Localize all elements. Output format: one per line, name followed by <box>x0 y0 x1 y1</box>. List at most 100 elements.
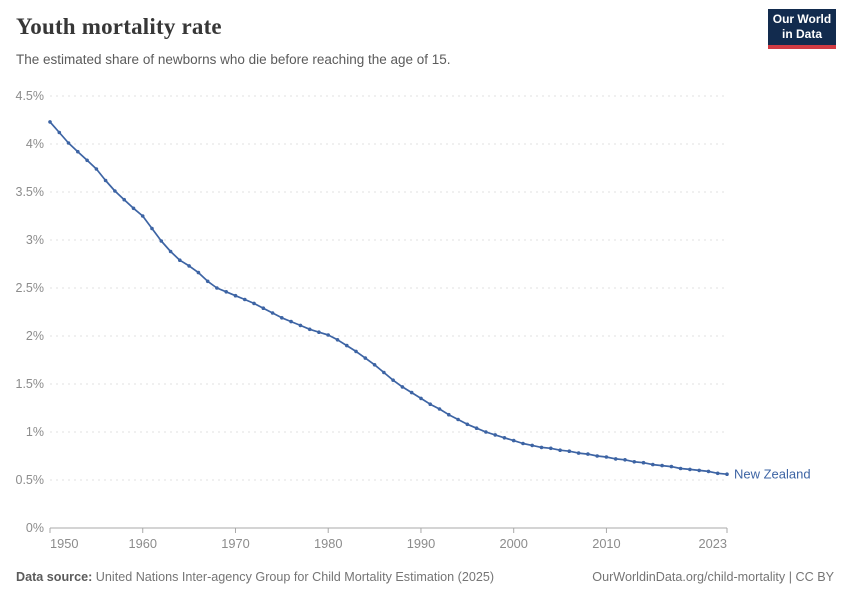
line-chart[interactable]: 0% 0.5% 1% 1.5% 2% 2.5% 3% 3.5% 4% 4.5% 1950 1960 19… <box>0 82 850 560</box>
data-line <box>49 121 728 476</box>
data-point <box>493 433 498 437</box>
data-point <box>178 258 182 262</box>
data-point <box>697 468 701 473</box>
data-point <box>725 472 729 477</box>
data-point <box>159 239 164 243</box>
data-source-label: Data source: <box>16 570 93 584</box>
data-point <box>669 464 674 469</box>
data-point <box>354 349 358 354</box>
data-point <box>409 390 414 395</box>
page-title: Youth mortality rate <box>16 14 222 39</box>
x-tick-label: 2023 <box>699 536 727 551</box>
data-point <box>437 407 442 411</box>
chart-footer: Data source: United Nations Inter-agency… <box>0 566 850 590</box>
y-tick-label: 1% <box>26 425 44 439</box>
data-point <box>391 378 395 383</box>
data-point <box>576 451 581 455</box>
data-point <box>150 226 154 231</box>
data-point <box>307 327 312 332</box>
y-tick-label: 4.5% <box>16 89 45 103</box>
y-tick-label: 3% <box>26 233 44 247</box>
y-tick-label: 3.5% <box>16 185 45 199</box>
data-point <box>205 279 210 284</box>
data-point <box>261 306 266 310</box>
data-point <box>335 338 340 342</box>
data-point <box>243 297 247 302</box>
data-point <box>289 319 293 324</box>
data-point <box>85 158 89 163</box>
data-point <box>187 264 191 268</box>
data-point <box>613 457 618 461</box>
owid-logo-line2: in Data <box>781 27 822 41</box>
data-point <box>539 445 544 450</box>
data-point <box>140 214 145 218</box>
data-point <box>363 356 368 360</box>
chart-subtitle: The estimated share of newborns who die … <box>16 52 451 67</box>
data-point <box>715 471 720 476</box>
entity-label: New Zealand <box>734 467 811 482</box>
data-point <box>168 249 173 254</box>
data-point <box>688 467 692 472</box>
y-tick-label: 4% <box>26 137 44 151</box>
data-point <box>530 443 534 448</box>
data-point <box>623 458 627 462</box>
x-tick-label: 2010 <box>592 536 620 551</box>
data-point <box>224 290 228 294</box>
data-point <box>252 301 256 306</box>
data-point <box>549 446 553 451</box>
owid-url-license[interactable]: OurWorldinData.org/child-mortality | CC … <box>592 570 834 584</box>
data-point <box>502 436 507 440</box>
y-tick-label: 2.5% <box>16 281 45 295</box>
data-point <box>558 448 562 453</box>
data-point <box>465 422 470 427</box>
data-source-text: United Nations Inter-agency Group for Ch… <box>92 570 495 584</box>
data-point <box>660 463 664 468</box>
x-tick-label: 1990 <box>407 536 435 551</box>
x-tick-label: 1960 <box>129 536 157 551</box>
x-tick-label: 1970 <box>221 536 249 551</box>
data-point <box>521 441 525 446</box>
data-point <box>678 466 683 471</box>
data-point <box>456 417 460 422</box>
data-point <box>651 462 655 467</box>
data-point <box>706 469 711 474</box>
data-point <box>419 396 423 401</box>
data-point <box>298 323 303 328</box>
data-point <box>57 130 62 135</box>
data-point <box>595 454 599 458</box>
data-point <box>76 149 80 154</box>
y-tick-label: 2% <box>26 329 44 343</box>
data-point <box>447 412 451 417</box>
data-point <box>641 460 646 465</box>
data-point <box>66 141 71 145</box>
data-source-note: Data source: United Nations Inter-agency… <box>16 570 494 584</box>
x-tick-label: 1950 <box>50 536 78 551</box>
chart-area: 0% 0.5% 1% 1.5% 2% 2.5% 3% 3.5% 4% 4.5% 1950 1960 19… <box>0 82 850 560</box>
data-point <box>372 363 377 367</box>
data-point <box>326 333 331 337</box>
data-point <box>474 426 479 431</box>
data-point <box>586 452 590 456</box>
data-point <box>196 270 201 275</box>
data-point <box>632 460 637 464</box>
x-tick-label: 1980 <box>314 536 342 551</box>
data-point <box>113 189 117 193</box>
data-point <box>604 455 609 459</box>
data-point <box>103 178 108 183</box>
data-point <box>345 343 349 348</box>
data-point <box>48 120 52 124</box>
data-point <box>400 385 405 389</box>
y-tick-label: 0% <box>26 521 44 535</box>
data-point <box>131 206 136 211</box>
data-point <box>122 197 126 202</box>
data-point <box>280 316 284 320</box>
data-point <box>270 311 275 315</box>
owid-logo[interactable]: Our World in Data <box>768 9 836 49</box>
data-point <box>382 370 386 375</box>
data-point <box>567 449 572 454</box>
data-point <box>511 438 516 443</box>
data-point <box>428 402 433 407</box>
data-point <box>233 293 238 298</box>
x-tick-label: 2000 <box>499 536 527 551</box>
